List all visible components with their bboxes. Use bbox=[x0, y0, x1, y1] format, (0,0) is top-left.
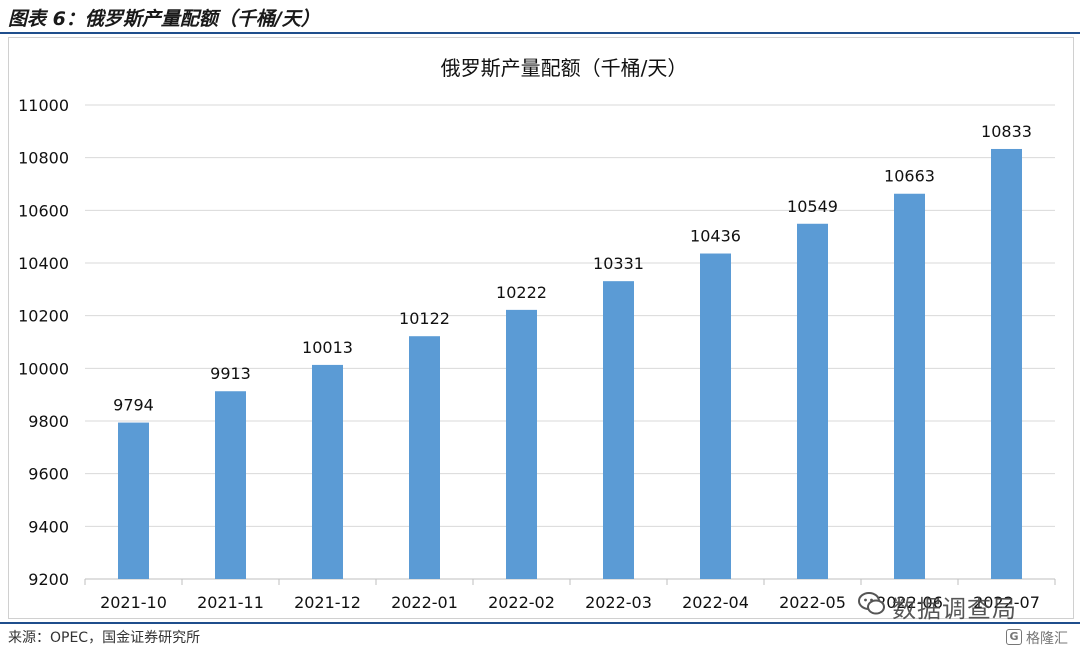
x-tick-label: 2022-06 bbox=[876, 593, 943, 612]
data-label: 10833 bbox=[981, 122, 1032, 141]
x-tick-label: 2021-11 bbox=[197, 593, 264, 612]
bar bbox=[894, 193, 925, 579]
chart-title: 俄罗斯产量配额（千桶/天） bbox=[441, 56, 688, 80]
watermark: 数据调查局 bbox=[858, 589, 1058, 623]
x-tick-label: 2022-01 bbox=[391, 593, 458, 612]
data-label: 10013 bbox=[302, 338, 353, 357]
y-tick-label: 9800 bbox=[28, 412, 69, 431]
data-label: 10436 bbox=[690, 227, 741, 246]
bar bbox=[700, 253, 731, 579]
data-label: 10222 bbox=[496, 283, 547, 302]
y-tick-label: 10200 bbox=[18, 307, 69, 326]
x-tick-label: 2022-07 bbox=[973, 593, 1040, 612]
y-tick-label: 10600 bbox=[18, 201, 69, 220]
data-label: 10122 bbox=[399, 309, 450, 328]
bar bbox=[215, 391, 246, 579]
x-tick-label: 2022-03 bbox=[585, 593, 652, 612]
x-tick-label: 2022-04 bbox=[682, 593, 749, 612]
data-label: 10549 bbox=[787, 197, 838, 216]
source-note: 来源：OPEC，国金证券研究所 bbox=[8, 630, 201, 646]
chart-frame: 俄罗斯产量配额（千桶/天） 9200 9400 9600 9800 10000 10200 1… bbox=[8, 37, 1074, 619]
report-header: 图表 6：俄罗斯产量配额（千桶/天） bbox=[0, 0, 1080, 36]
data-label: 9913 bbox=[210, 364, 251, 383]
watermark-text: 数据调查局 bbox=[892, 595, 1017, 623]
y-tick-label: 11000 bbox=[18, 96, 69, 115]
bar bbox=[991, 148, 1022, 579]
x-tick-label: 2022-05 bbox=[779, 593, 846, 612]
data-label: 10663 bbox=[884, 167, 935, 186]
bar bbox=[797, 223, 828, 579]
logo-text: 格隆汇 bbox=[1026, 631, 1068, 647]
wechat-icon bbox=[858, 592, 885, 615]
bar bbox=[506, 309, 537, 579]
bar-chart: 俄罗斯产量配额（千桶/天） 9200 9400 9600 9800 10000 10200 1… bbox=[18, 56, 1056, 612]
y-tick-label: 10800 bbox=[18, 149, 69, 168]
y-tick-label: 9600 bbox=[28, 465, 69, 484]
bar bbox=[409, 336, 440, 579]
y-tick-label: 9400 bbox=[28, 517, 69, 536]
y-tick-label: 9200 bbox=[28, 570, 69, 589]
y-tick-label: 10400 bbox=[18, 254, 69, 273]
x-tick-label: 2021-12 bbox=[294, 593, 361, 612]
data-label: 9794 bbox=[113, 396, 154, 415]
gelonghui-icon: G bbox=[1006, 629, 1022, 645]
x-tick-label: 2022-02 bbox=[488, 593, 555, 612]
footer-divider bbox=[0, 622, 1080, 624]
header-divider bbox=[0, 32, 1080, 34]
y-tick-label: 10000 bbox=[18, 359, 69, 378]
bar bbox=[603, 281, 634, 579]
bar bbox=[118, 422, 149, 579]
bar bbox=[312, 364, 343, 579]
x-tick-label: 2021-10 bbox=[100, 593, 167, 612]
figure-title: 图表 6：俄罗斯产量配额（千桶/天） bbox=[8, 8, 320, 30]
data-label: 10331 bbox=[593, 254, 644, 273]
